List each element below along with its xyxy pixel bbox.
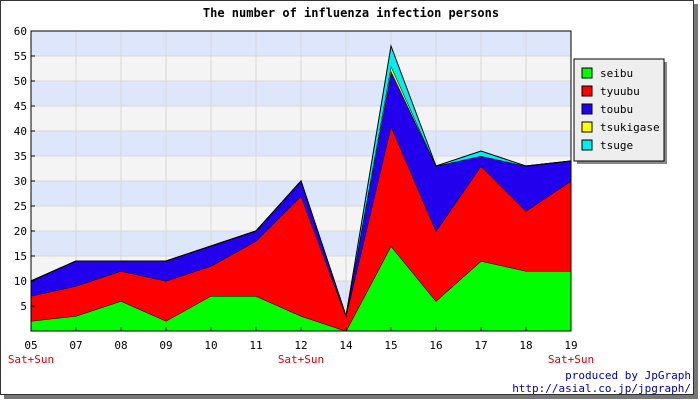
legend: seibu tyuubu toubu tsukigase tsuge: [573, 58, 667, 164]
x-tick-label: 16: [429, 339, 442, 352]
x-tick-label: 08: [114, 339, 127, 352]
x-tick-label: 09: [159, 339, 172, 352]
legend-label-toubu: toubu: [600, 103, 633, 116]
y-tick-label: 60: [14, 25, 27, 38]
series-area-seibu: [31, 246, 571, 331]
footer-credit[interactable]: produced by JpGraph: [565, 369, 691, 382]
legend-label-tsuge: tsuge: [600, 139, 633, 152]
x-tick-label: 07: [69, 339, 82, 352]
weekend-label: Sat+Sun: [278, 353, 324, 366]
chart-title: The number of influenza infection person…: [203, 6, 499, 20]
x-tick-label: 11: [249, 339, 262, 352]
y-tick-label: 50: [14, 75, 27, 88]
legend-swatch-tsuge: [581, 139, 593, 151]
y-tick-label: 45: [14, 100, 27, 113]
y-tick-label: 30: [14, 175, 27, 188]
footer-url[interactable]: http://asial.co.jp/jpgraph/: [512, 382, 691, 394]
legend-label-tyuubu: tyuubu: [600, 85, 640, 98]
y-tick-label: 25: [14, 200, 27, 213]
chart-frame: 5 10 15 20 25 30 35 40 45 50 55 60 05 07 08 09 10 11 12 14 1…: [0, 0, 694, 395]
axes: 5 10 15 20 25 30 35 40 45 50 55 60 05 07 08 09 10 11 12 14 1…: [8, 25, 594, 366]
weekend-label: Sat+Sun: [548, 353, 594, 366]
y-tick-label: 5: [20, 300, 27, 313]
x-tick-label: 17: [474, 339, 487, 352]
x-tick-label: 19: [564, 339, 577, 352]
x-tick-label: 10: [204, 339, 217, 352]
x-tick-label: 05: [24, 339, 37, 352]
weekend-label: Sat+Sun: [8, 353, 54, 366]
y-tick-label: 10: [14, 275, 27, 288]
legend-label-seibu: seibu: [600, 67, 633, 80]
legend-swatch-toubu: [581, 103, 593, 115]
legend-swatch-seibu: [581, 67, 593, 79]
x-tick-label: 18: [519, 339, 532, 352]
legend-swatch-tsukigase: [581, 121, 593, 133]
area-chart: 5 10 15 20 25 30 35 40 45 50 55 60 05 07 08 09 10 11 12 14 1…: [8, 6, 691, 394]
y-tick-label: 20: [14, 225, 27, 238]
y-tick-label: 15: [14, 250, 27, 263]
y-tick-label: 35: [14, 150, 27, 163]
y-tick-label: 40: [14, 125, 27, 138]
legend-swatch-tyuubu: [581, 85, 593, 97]
series-area-tyuubu: [31, 126, 571, 331]
series-areas: [30, 44, 572, 332]
x-tick-label: 12: [294, 339, 307, 352]
x-tick-label: 15: [384, 339, 397, 352]
x-tick-label: 14: [339, 339, 353, 352]
y-tick-label: 55: [14, 50, 27, 63]
series-area-toubu: [31, 71, 571, 316]
legend-label-tsukigase: tsukigase: [600, 121, 660, 134]
series-line-tsuge: [30, 44, 572, 317]
